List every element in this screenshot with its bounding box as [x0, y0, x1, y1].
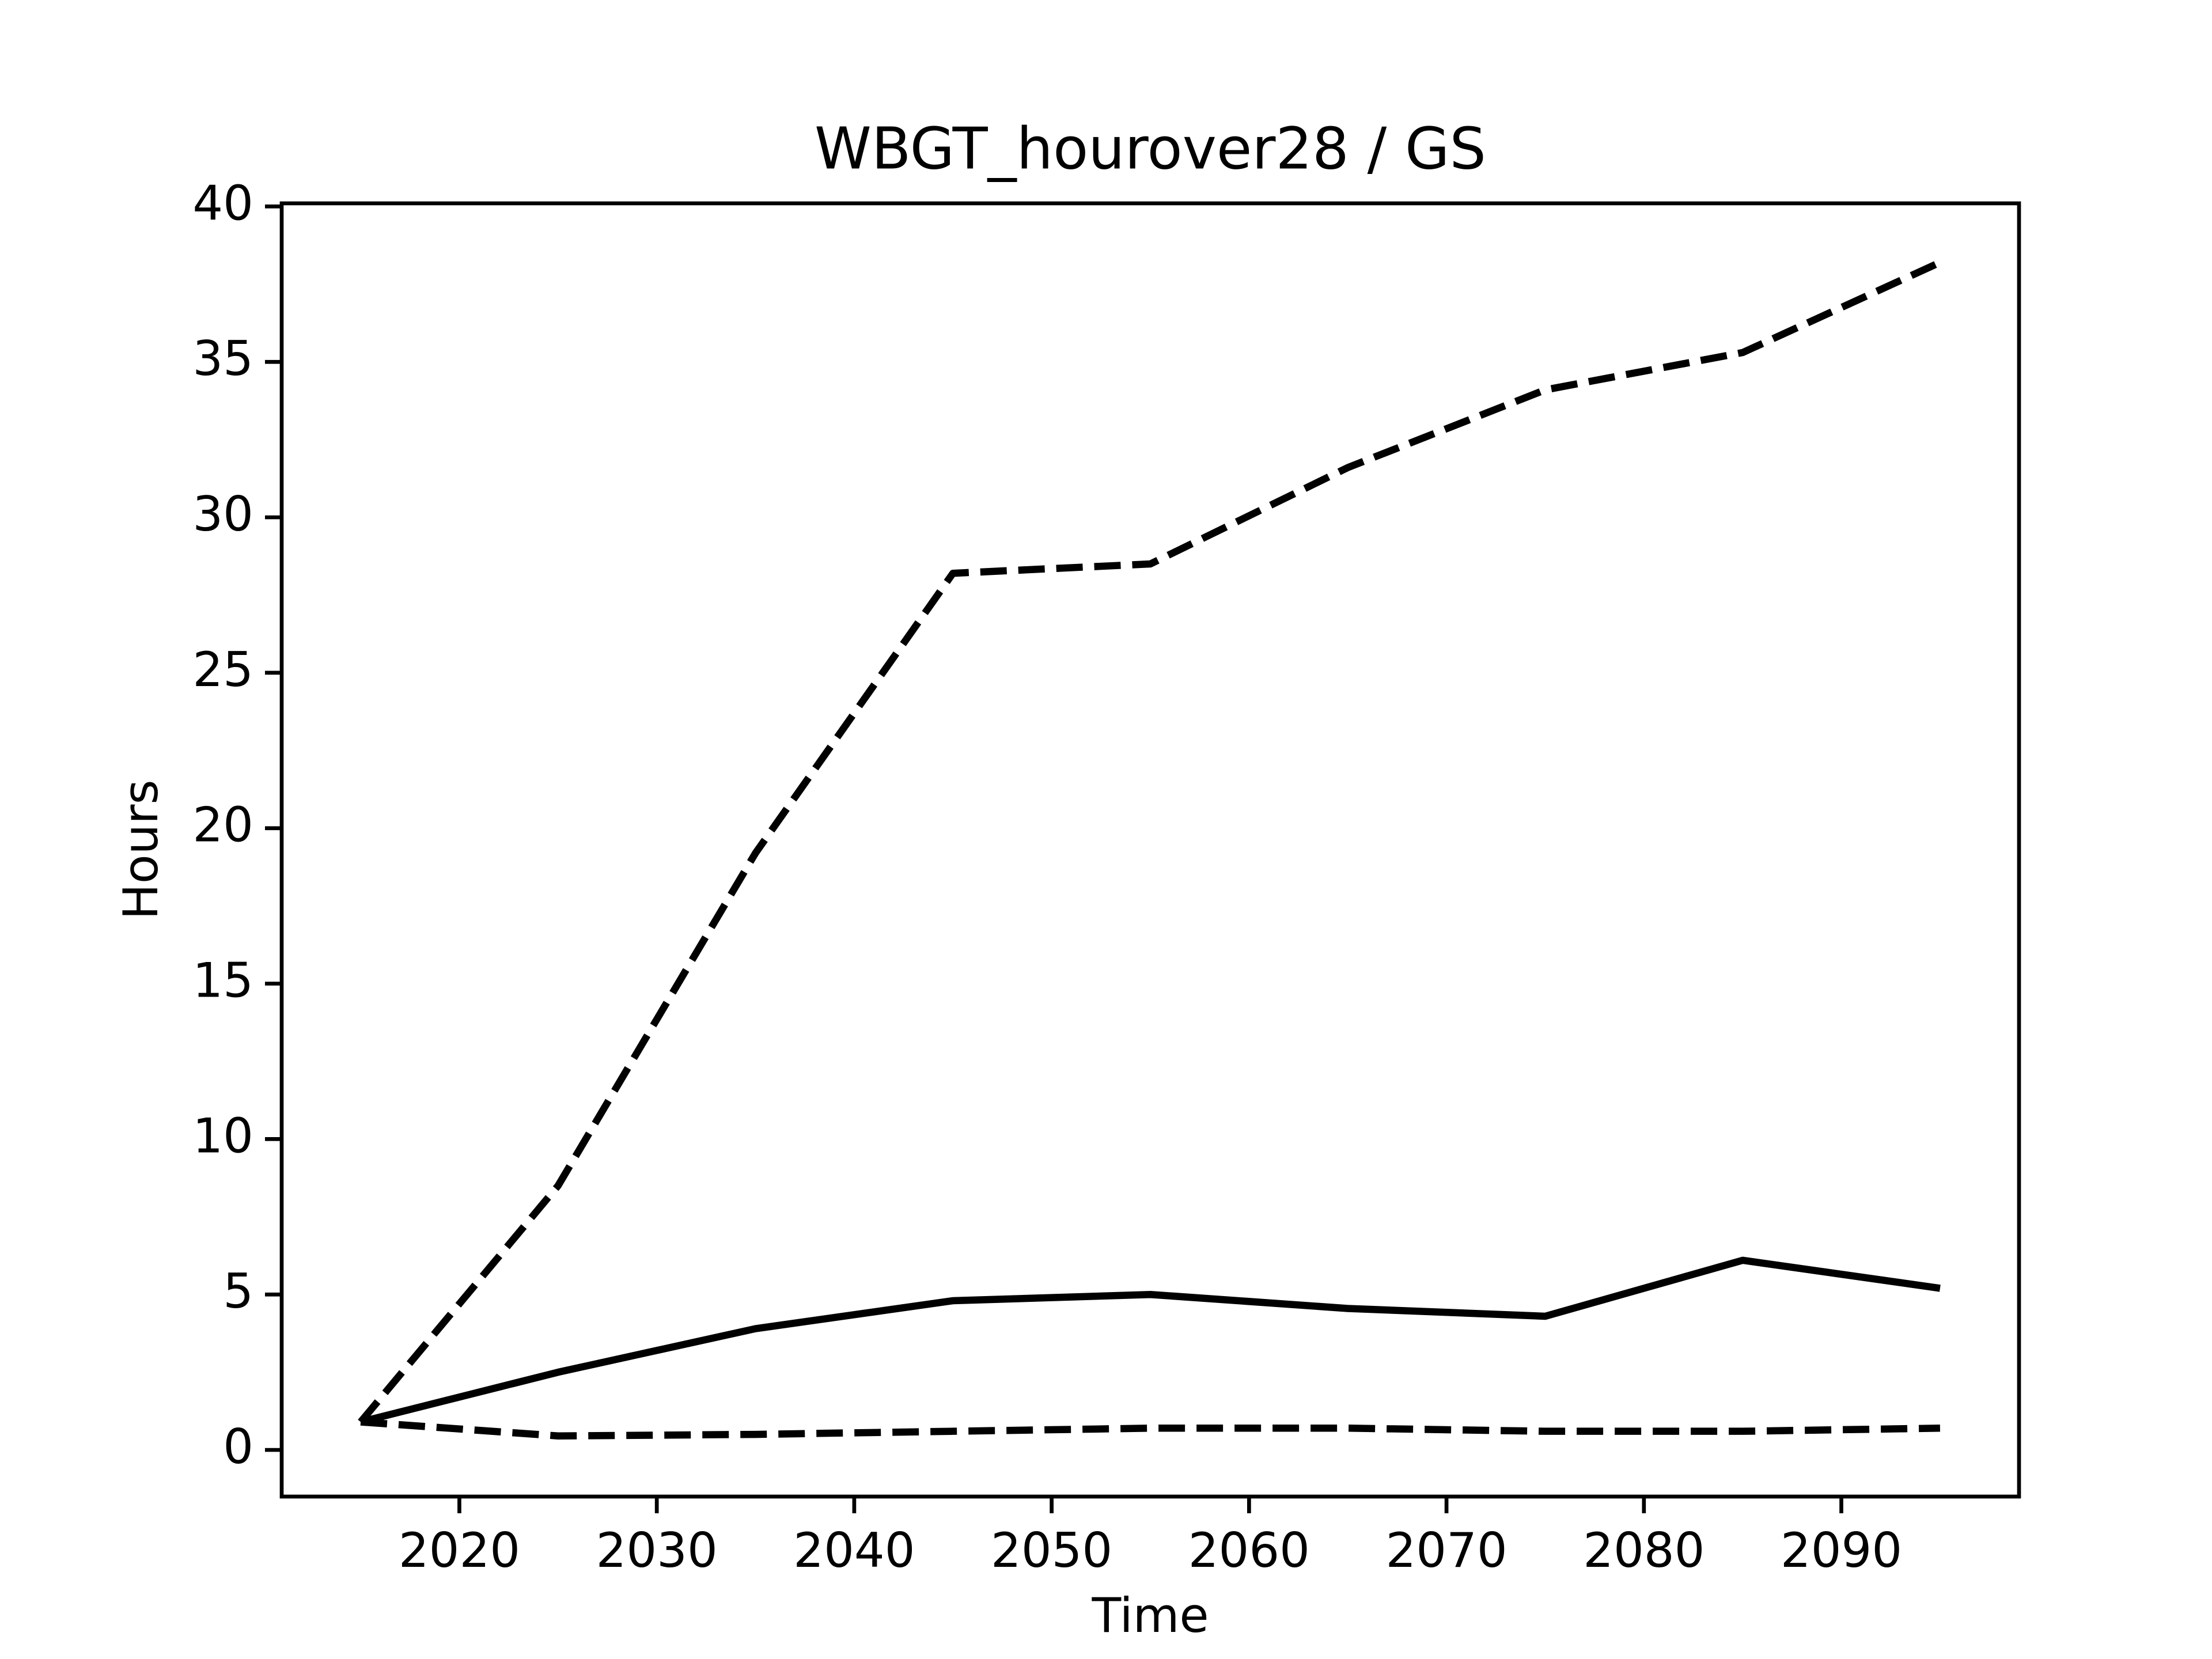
- plot-frame: [279, 201, 2021, 1499]
- y-tick-label: 15: [192, 952, 253, 1008]
- y-tick-label: 35: [192, 331, 253, 387]
- x-tick-label: 2060: [1188, 1522, 1310, 1578]
- y-tick-label: 40: [192, 175, 253, 231]
- y-tick-label: 5: [223, 1263, 253, 1319]
- chart-title: WBGT_hourover28 / GS: [815, 115, 1486, 182]
- x-axis-label: Time: [1091, 1588, 1209, 1643]
- x-tick-label: 2050: [991, 1522, 1112, 1578]
- data-line: [359, 1256, 1941, 1426]
- y-tick-label: 30: [192, 486, 253, 542]
- x-tick-label: 2020: [399, 1522, 520, 1578]
- data-line: [358, 259, 1942, 1425]
- y-axis-label: Hours: [113, 779, 169, 919]
- y-tick-label: 10: [192, 1108, 253, 1164]
- x-tick-label: 2070: [1385, 1522, 1507, 1578]
- x-tick-label: 2080: [1583, 1522, 1705, 1578]
- x-tick-label: 2030: [596, 1522, 718, 1578]
- y-tick-label: 20: [192, 797, 253, 853]
- data-line: [360, 1418, 1941, 1440]
- x-tick-label: 2090: [1781, 1522, 1902, 1578]
- x-tick-label: 2040: [793, 1522, 915, 1578]
- y-tick-label: 25: [192, 642, 253, 698]
- y-tick-label: 0: [223, 1419, 253, 1475]
